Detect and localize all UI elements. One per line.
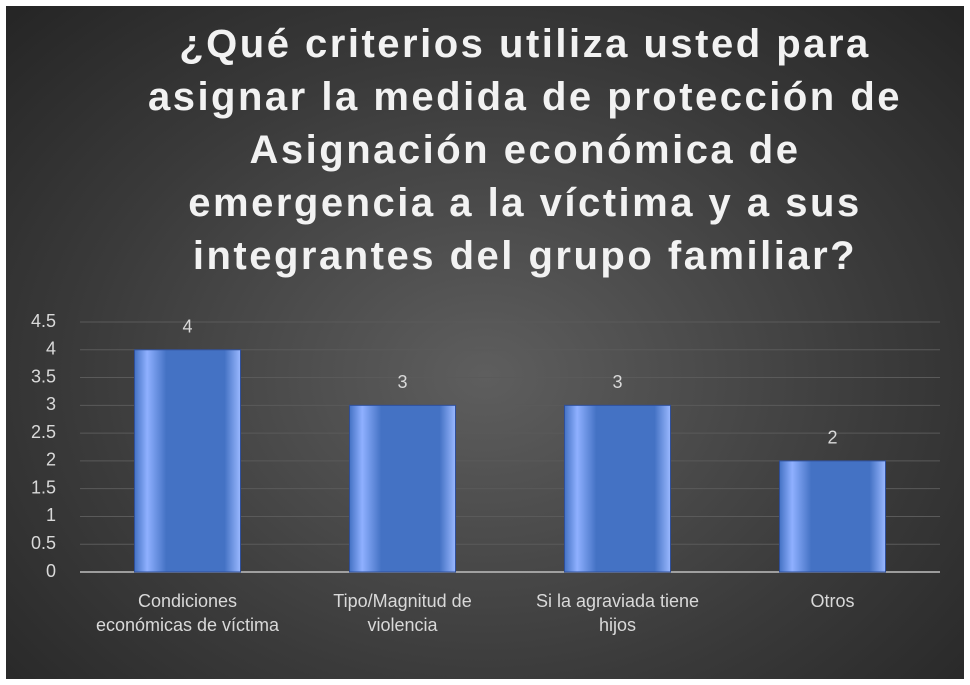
y-tick-label: 4	[46, 339, 56, 359]
bar	[134, 349, 241, 573]
chart: 0 0.5 1 1.5 2 2.5 3 3.5 4 4.5 4 3 3 2 ¿Qué criterios …	[6, 6, 964, 679]
plot: 0 0.5 1 1.5 2 2.5 3 3.5 4 4.5 4 3 3 2	[31, 311, 940, 581]
y-tick-label: 0	[46, 561, 56, 581]
y-tick-label: 1.5	[31, 477, 56, 497]
chart-title: ¿Qué criterios utiliza usted para asigna…	[147, 22, 903, 278]
y-tick-label: 1	[46, 505, 56, 525]
bar	[349, 404, 456, 573]
x-tick-label: Otros	[810, 591, 855, 611]
bar	[564, 404, 671, 573]
y-tick-label: 2	[46, 450, 56, 470]
x-tick-label: Si la agraviada tiene hijos	[535, 591, 700, 635]
x-tick-label: Condiciones económicas de víctima	[95, 591, 280, 635]
y-tick-label: 0.5	[31, 533, 56, 553]
y-tick-label: 2.5	[31, 422, 56, 442]
bar	[779, 460, 886, 573]
x-tick-label: Tipo/Magnitud de violencia	[333, 591, 472, 635]
data-label: 4	[182, 317, 192, 337]
y-tick-label: 4.5	[31, 311, 56, 331]
data-label: 3	[397, 372, 407, 392]
data-label: 2	[827, 428, 837, 448]
y-tick-label: 3.5	[31, 366, 56, 386]
y-tick-label: 3	[46, 394, 56, 414]
data-label: 3	[612, 372, 622, 392]
